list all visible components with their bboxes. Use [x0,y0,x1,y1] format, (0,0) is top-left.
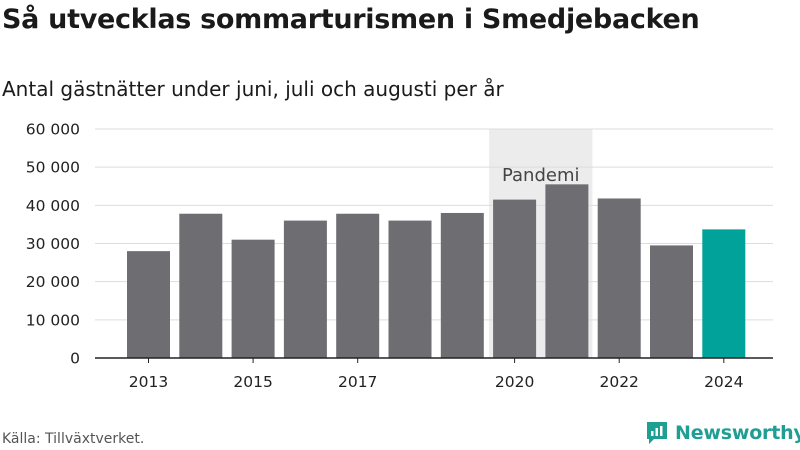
bar [336,213,380,358]
y-tick-label: 30 000 [26,235,80,253]
y-tick-label: 20 000 [26,273,80,291]
bar [283,220,327,358]
x-tick-label: 2017 [338,373,377,391]
bar [440,212,484,358]
x-tick-label: 2020 [495,373,534,391]
y-tick-label: 60 000 [26,121,80,139]
brand-logo: Newsworthy [645,420,800,446]
bar [702,229,746,358]
source-note: Källa: Tillväxtverket. [2,431,145,447]
brand-name: Newsworthy [675,422,800,444]
newsworthy-logo-icon [647,422,667,444]
bar [545,184,589,358]
x-tick-label: 2013 [129,373,168,391]
bar [179,213,223,358]
y-tick-label: 40 000 [26,197,80,215]
chart-title: Så utvecklas sommarturismen i Smedjeback… [2,4,700,35]
bar-chart: 0 10 000 20 000 30 000 40 000 50 000 60 000 Pan… [26,121,773,391]
bar [388,220,432,358]
x-tick-label: 2022 [599,373,638,391]
bar [493,199,537,358]
chart-subtitle: Antal gästnätter under juni, juli och au… [2,77,504,101]
pandemic-label: Pandemi [502,165,580,186]
bar [127,251,170,358]
bar [597,198,641,358]
x-tick-label: 2015 [233,373,272,391]
x-tick-label: 2024 [704,373,743,391]
bar [231,239,275,358]
y-tick-label: 10 000 [26,311,80,329]
y-tick-label: 50 000 [26,159,80,177]
bar [650,245,693,358]
y-tick-label: 0 [70,350,80,368]
